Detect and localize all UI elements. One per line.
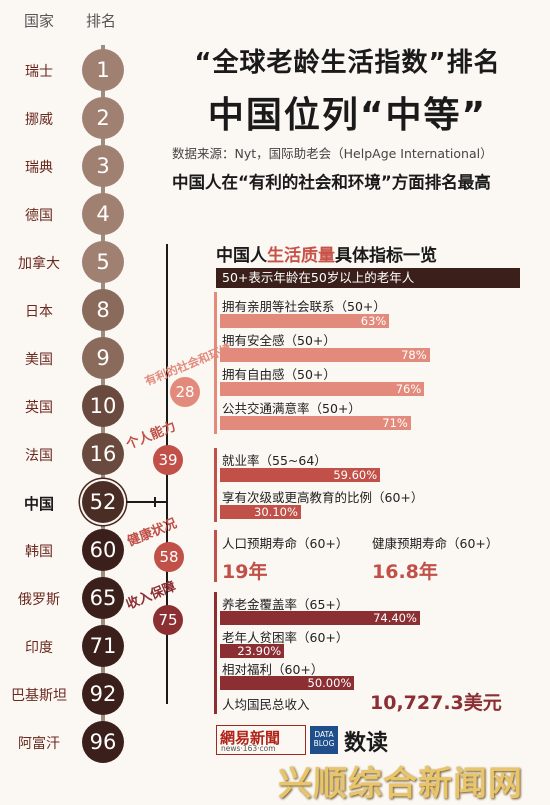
country-label: 印度 — [25, 640, 53, 656]
section-title-highlight: 生活质量 — [267, 246, 335, 266]
indicator-label: 相对福利（60+） — [222, 662, 324, 677]
group-line-social — [214, 292, 217, 434]
rank-circle: 52 — [82, 481, 124, 523]
country-label: 挪威 — [25, 112, 53, 128]
country-label: 英国 — [25, 400, 53, 416]
country-column-header: 国家 — [24, 12, 55, 30]
shudu-label: 数读 — [344, 731, 389, 756]
logo-main-text: 網易新聞 — [220, 729, 281, 747]
category-ability-rank: 39 — [153, 445, 183, 475]
indicator-bar: 78% — [220, 348, 430, 362]
indicator-label: 就业率（55~64） — [222, 453, 327, 468]
country-label: 中国 — [23, 495, 54, 513]
category-health-rank: 58 — [154, 542, 184, 572]
main-title-line2: 中国位列“中等” — [207, 95, 488, 136]
indicator-label: 人均国民总收入 — [222, 697, 310, 712]
country-label: 阿富汗 — [18, 736, 60, 752]
data-source: 数据来源：Nyt，国际助老会（HelpAge International） — [172, 146, 493, 161]
site-watermark: 兴顺综合新闻网 — [278, 764, 523, 804]
category-social-rank: 28 — [170, 377, 200, 407]
connector-dot — [154, 497, 156, 507]
bar-value: 71% — [382, 416, 408, 430]
health-value: 16.8年 — [372, 561, 438, 583]
bar-value: 59.60% — [333, 468, 378, 482]
country-label: 瑞典 — [25, 160, 53, 176]
ranking-list: 瑞士 1 挪威 2 瑞典 3 德国 4 加拿大 5 日本 8 美国 9 英国 10 法国 16 中国 52 韩国 60 俄罗… — [0, 0, 140, 802]
rank-circle: 8 — [82, 289, 124, 331]
group-line-ability — [214, 448, 217, 522]
indicator-label: 健康预期寿命（60+） — [372, 536, 499, 551]
income-value: 10,727.3美元 — [370, 692, 502, 714]
age-note: 50+表示年龄在50岁以上的老年人 — [216, 268, 520, 288]
rank-circle: 96 — [82, 721, 124, 763]
rank-circle: 9 — [82, 337, 124, 379]
rank-circle: 60 — [82, 529, 124, 571]
indicator-label: 养老金覆盖率（65+） — [222, 597, 349, 612]
rank-circle: 4 — [82, 193, 124, 235]
country-label: 加拿大 — [18, 256, 60, 272]
indicator-label: 公共交通满意率（50+） — [222, 401, 361, 416]
rank-circle: 2 — [82, 97, 124, 139]
rank-circle: 10 — [82, 385, 124, 427]
category-income-rank: 75 — [153, 605, 183, 635]
indicator-bar: 74.40% — [220, 611, 420, 625]
health-value: 19年 — [222, 561, 268, 583]
country-label: 德国 — [25, 208, 53, 224]
subheading: 中国人在“有利的社会和环境”方面排名最高 — [172, 173, 491, 192]
indicator-bar: 76% — [220, 382, 425, 396]
bar-value: 74.40% — [373, 611, 417, 625]
rank-circle: 71 — [82, 625, 124, 667]
indicator-label: 老年人贫困率（60+） — [222, 630, 349, 645]
country-label: 日本 — [25, 304, 53, 320]
rank-circle: 5 — [82, 241, 124, 283]
indicator-bar: 71% — [220, 416, 411, 430]
section-title-pre: 中国人 — [216, 246, 267, 266]
bar-value: 50.00% — [307, 676, 352, 690]
highlight-connector — [126, 501, 166, 503]
indicator-label: 拥有自由感（50+） — [222, 367, 336, 382]
indicator-bar: 50.00% — [220, 676, 355, 690]
indicator-bar: 63% — [220, 314, 390, 328]
country-label: 法国 — [25, 448, 53, 464]
main-title-line1: “全球老龄生活指数”排名 — [194, 48, 501, 78]
bar-value: 63% — [360, 314, 387, 328]
indicator-bar: 59.60% — [220, 468, 381, 482]
rank-circle: 65 — [82, 577, 124, 619]
indicator-label: 人口预期寿命（60+） — [222, 536, 349, 551]
indicator-label: 拥有亲朋等社会联系（50+） — [222, 299, 386, 314]
country-label: 巴基斯坦 — [11, 688, 67, 704]
indicator-bar: 23.90% — [220, 644, 285, 658]
country-label: 瑞士 — [25, 64, 53, 80]
country-label: 韩国 — [25, 544, 53, 560]
group-line-income — [214, 592, 217, 714]
bar-value: 23.90% — [237, 644, 282, 658]
country-label: 美国 — [25, 352, 53, 368]
indicator-label: 拥有安全感（50+） — [222, 333, 336, 348]
section-title-post: 具体指标一览 — [335, 246, 437, 266]
rank-circle: 3 — [82, 145, 124, 187]
rank-circle: 1 — [82, 49, 124, 91]
logo-sub-text: news·163·com — [221, 744, 276, 753]
rank-circle: 92 — [82, 673, 124, 715]
bar-value: 30.10% — [254, 505, 298, 519]
data-blog-badge: DATA BLOG — [310, 726, 338, 754]
rank-circle: 16 — [82, 433, 124, 475]
rank-column-header: 排名 — [86, 12, 117, 30]
indicator-label: 享有次级或更高教育的比例（60+） — [222, 490, 424, 505]
country-label: 俄罗斯 — [18, 592, 60, 608]
section-title: 中国人生活质量具体指标一览 — [216, 241, 437, 266]
indicator-bar: 30.10% — [220, 505, 301, 519]
bar-value: 76% — [395, 382, 422, 396]
netease-news-logo: 網易新聞 news·163·com — [216, 725, 306, 755]
bar-value: 78% — [401, 348, 427, 362]
group-line-health — [214, 530, 217, 582]
